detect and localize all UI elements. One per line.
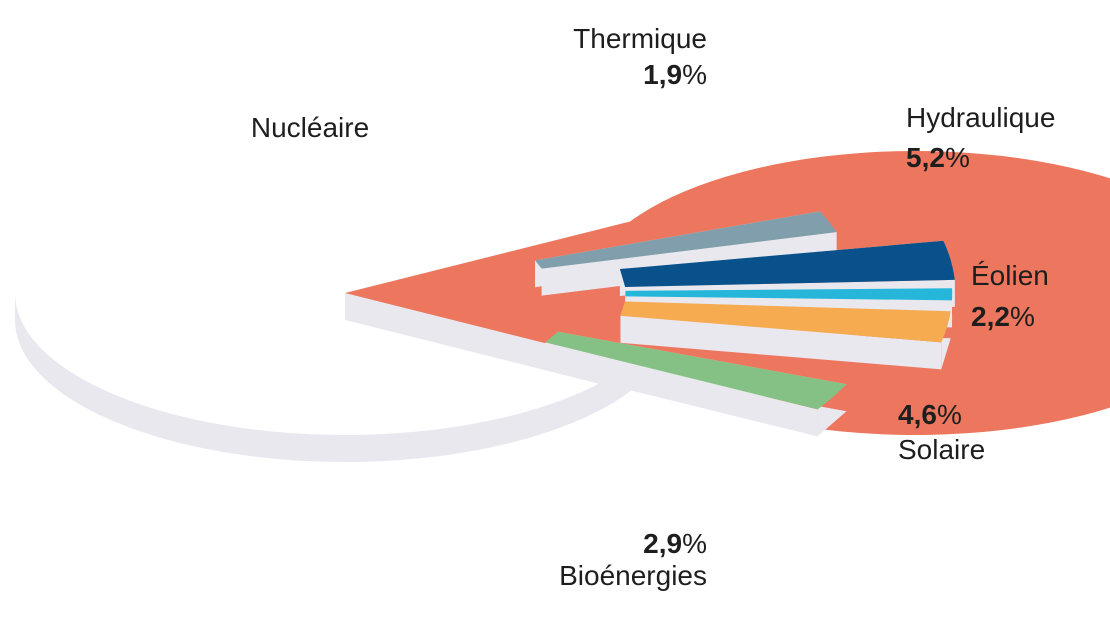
label-solaire: Solaire bbox=[898, 434, 985, 465]
value-thermique: 1,9% bbox=[643, 59, 707, 90]
slice-side-nucleaire bbox=[15, 293, 631, 462]
pie-slices bbox=[15, 151, 1110, 462]
value-hydraulique: 5,2% bbox=[906, 142, 970, 173]
label-eolien: Éolien bbox=[971, 260, 1049, 291]
value-solaire: 4,6% bbox=[898, 399, 962, 430]
slice-hydraulique bbox=[619, 240, 955, 287]
slice-bioenergies bbox=[545, 331, 847, 410]
label-hydraulique: Hydraulique bbox=[906, 102, 1055, 133]
value-nucleaire: 83,2% bbox=[294, 163, 373, 194]
label-thermique: Thermique bbox=[573, 23, 707, 54]
slice-wall-bioenergies bbox=[545, 342, 818, 437]
value-bioenergies: 2,9% bbox=[643, 528, 707, 559]
slice-wall-solaire bbox=[620, 315, 942, 370]
label-nucleaire: Nucléaire bbox=[251, 112, 369, 143]
slice-eolien bbox=[625, 288, 953, 301]
slice-solaire bbox=[620, 301, 951, 343]
slice-thermique bbox=[535, 211, 837, 269]
label-bioenergies: Bioénergies bbox=[559, 560, 707, 591]
value-eolien: 2,2% bbox=[971, 301, 1035, 332]
